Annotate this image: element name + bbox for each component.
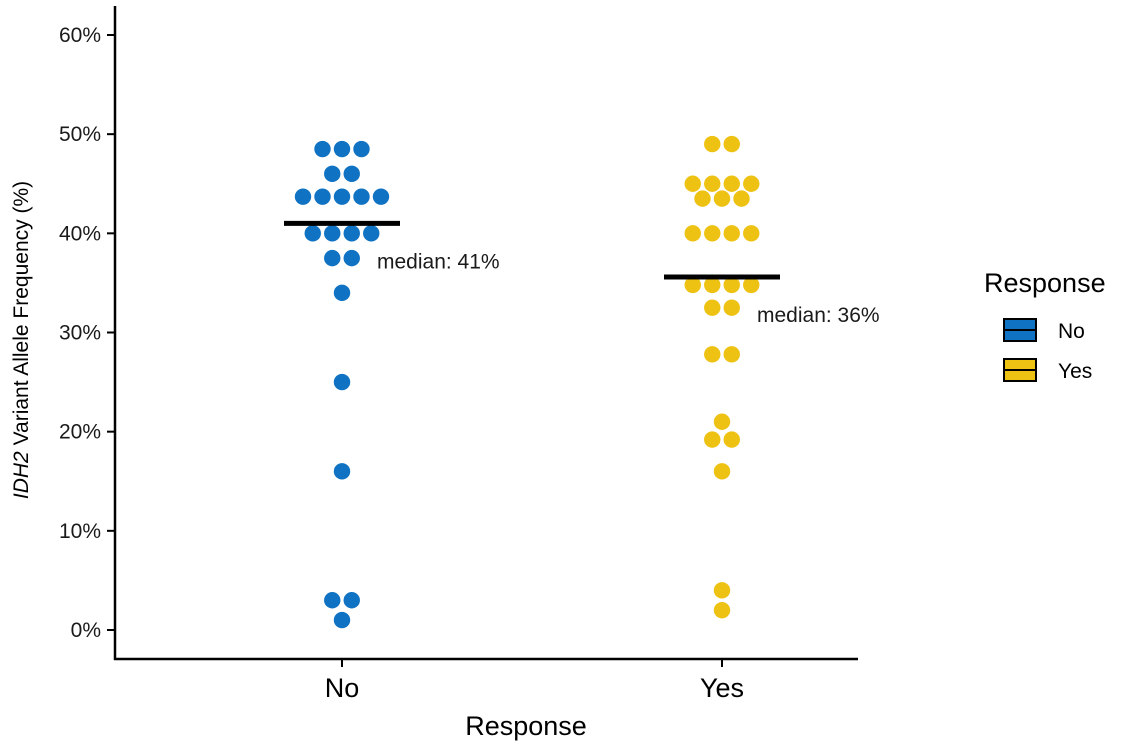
y-tick-label: 10%: [59, 520, 101, 543]
data-point-yes: [723, 431, 740, 448]
x-tick-group: No Yes: [325, 659, 744, 703]
data-point-yes: [704, 175, 721, 192]
data-point-no: [333, 611, 351, 629]
data-point-no: [372, 188, 390, 205]
data-point-no: [314, 140, 331, 158]
data-point-yes: [743, 276, 760, 294]
data-point-yes: [713, 582, 731, 599]
median-label-no: median: 41%: [377, 250, 500, 273]
data-point-yes: [704, 431, 721, 448]
data-point-yes: [713, 413, 731, 430]
data-point-no: [324, 592, 341, 609]
data-point-no: [294, 188, 312, 205]
data-point-yes: [713, 601, 731, 619]
data-point-no: [304, 225, 321, 242]
data-point-yes: [723, 175, 740, 192]
data-point-yes: [743, 175, 760, 192]
data-point-no: [314, 188, 331, 205]
y-tick-label: 0%: [71, 619, 101, 642]
data-point-yes: [713, 190, 731, 207]
y-tick-label: 50%: [59, 123, 101, 146]
data-point-yes: [743, 225, 760, 242]
data-point-yes: [723, 135, 740, 153]
data-point-no: [353, 140, 370, 158]
data-point-no: [333, 188, 351, 205]
data-point-yes: [733, 190, 750, 207]
data-point-yes: [684, 225, 701, 242]
data-point-no: [343, 249, 360, 267]
data-point-no: [324, 225, 341, 242]
data-point-yes: [704, 299, 721, 316]
data-point-no: [333, 284, 351, 302]
data-point-yes: [694, 190, 711, 207]
legend-label-no: No: [1058, 320, 1085, 343]
y-axis-title-rest: Variant Allele Frequency (%): [10, 181, 33, 451]
y-tick-label: 60%: [59, 24, 101, 47]
data-point-no: [333, 463, 351, 480]
y-tick-group: 0% 10% 20% 30% 40% 50% 60%: [59, 24, 115, 642]
data-points: [294, 135, 760, 629]
y-tick-label: 40%: [59, 222, 101, 245]
data-point-no: [324, 249, 341, 267]
data-point-yes: [723, 225, 740, 242]
data-point-yes: [723, 299, 740, 316]
data-point-yes: [704, 276, 721, 294]
data-point-no: [353, 188, 370, 205]
data-point-yes: [723, 276, 740, 294]
data-point-no: [333, 140, 351, 158]
data-point-yes: [704, 346, 721, 363]
legend: Response No Yes: [984, 268, 1106, 383]
y-tick-label: 30%: [59, 322, 101, 345]
y-axis-title: IDH2 Variant Allele Frequency (%): [10, 181, 33, 499]
data-point-no: [324, 165, 341, 183]
data-point-no: [343, 225, 360, 242]
data-point-yes: [704, 135, 721, 153]
data-point-yes: [684, 175, 701, 192]
legend-items: No Yes: [1003, 318, 1092, 383]
y-tick-label: 20%: [59, 421, 101, 444]
x-tick-label: Yes: [700, 673, 744, 703]
data-point-yes: [723, 346, 740, 363]
median-label-yes: median: 36%: [757, 304, 880, 327]
data-point-no: [333, 373, 351, 391]
x-axis-title: Response: [465, 711, 587, 741]
data-point-no: [343, 592, 360, 609]
x-tick-label: No: [325, 673, 360, 703]
data-point-yes: [684, 276, 701, 294]
y-axis-title-gene: IDH2: [10, 451, 33, 499]
data-point-no: [343, 165, 360, 183]
legend-title: Response: [984, 268, 1106, 298]
x-axis: No Yes: [114, 657, 858, 703]
data-point-yes: [713, 463, 731, 480]
data-point-yes: [704, 225, 721, 242]
data-point-no: [363, 225, 380, 242]
legend-label-yes: Yes: [1058, 360, 1092, 383]
median-lines: median: 41% median: 36%: [284, 220, 880, 327]
y-axis: 0% 10% 20% 30% 40% 50% 60%: [59, 6, 117, 660]
